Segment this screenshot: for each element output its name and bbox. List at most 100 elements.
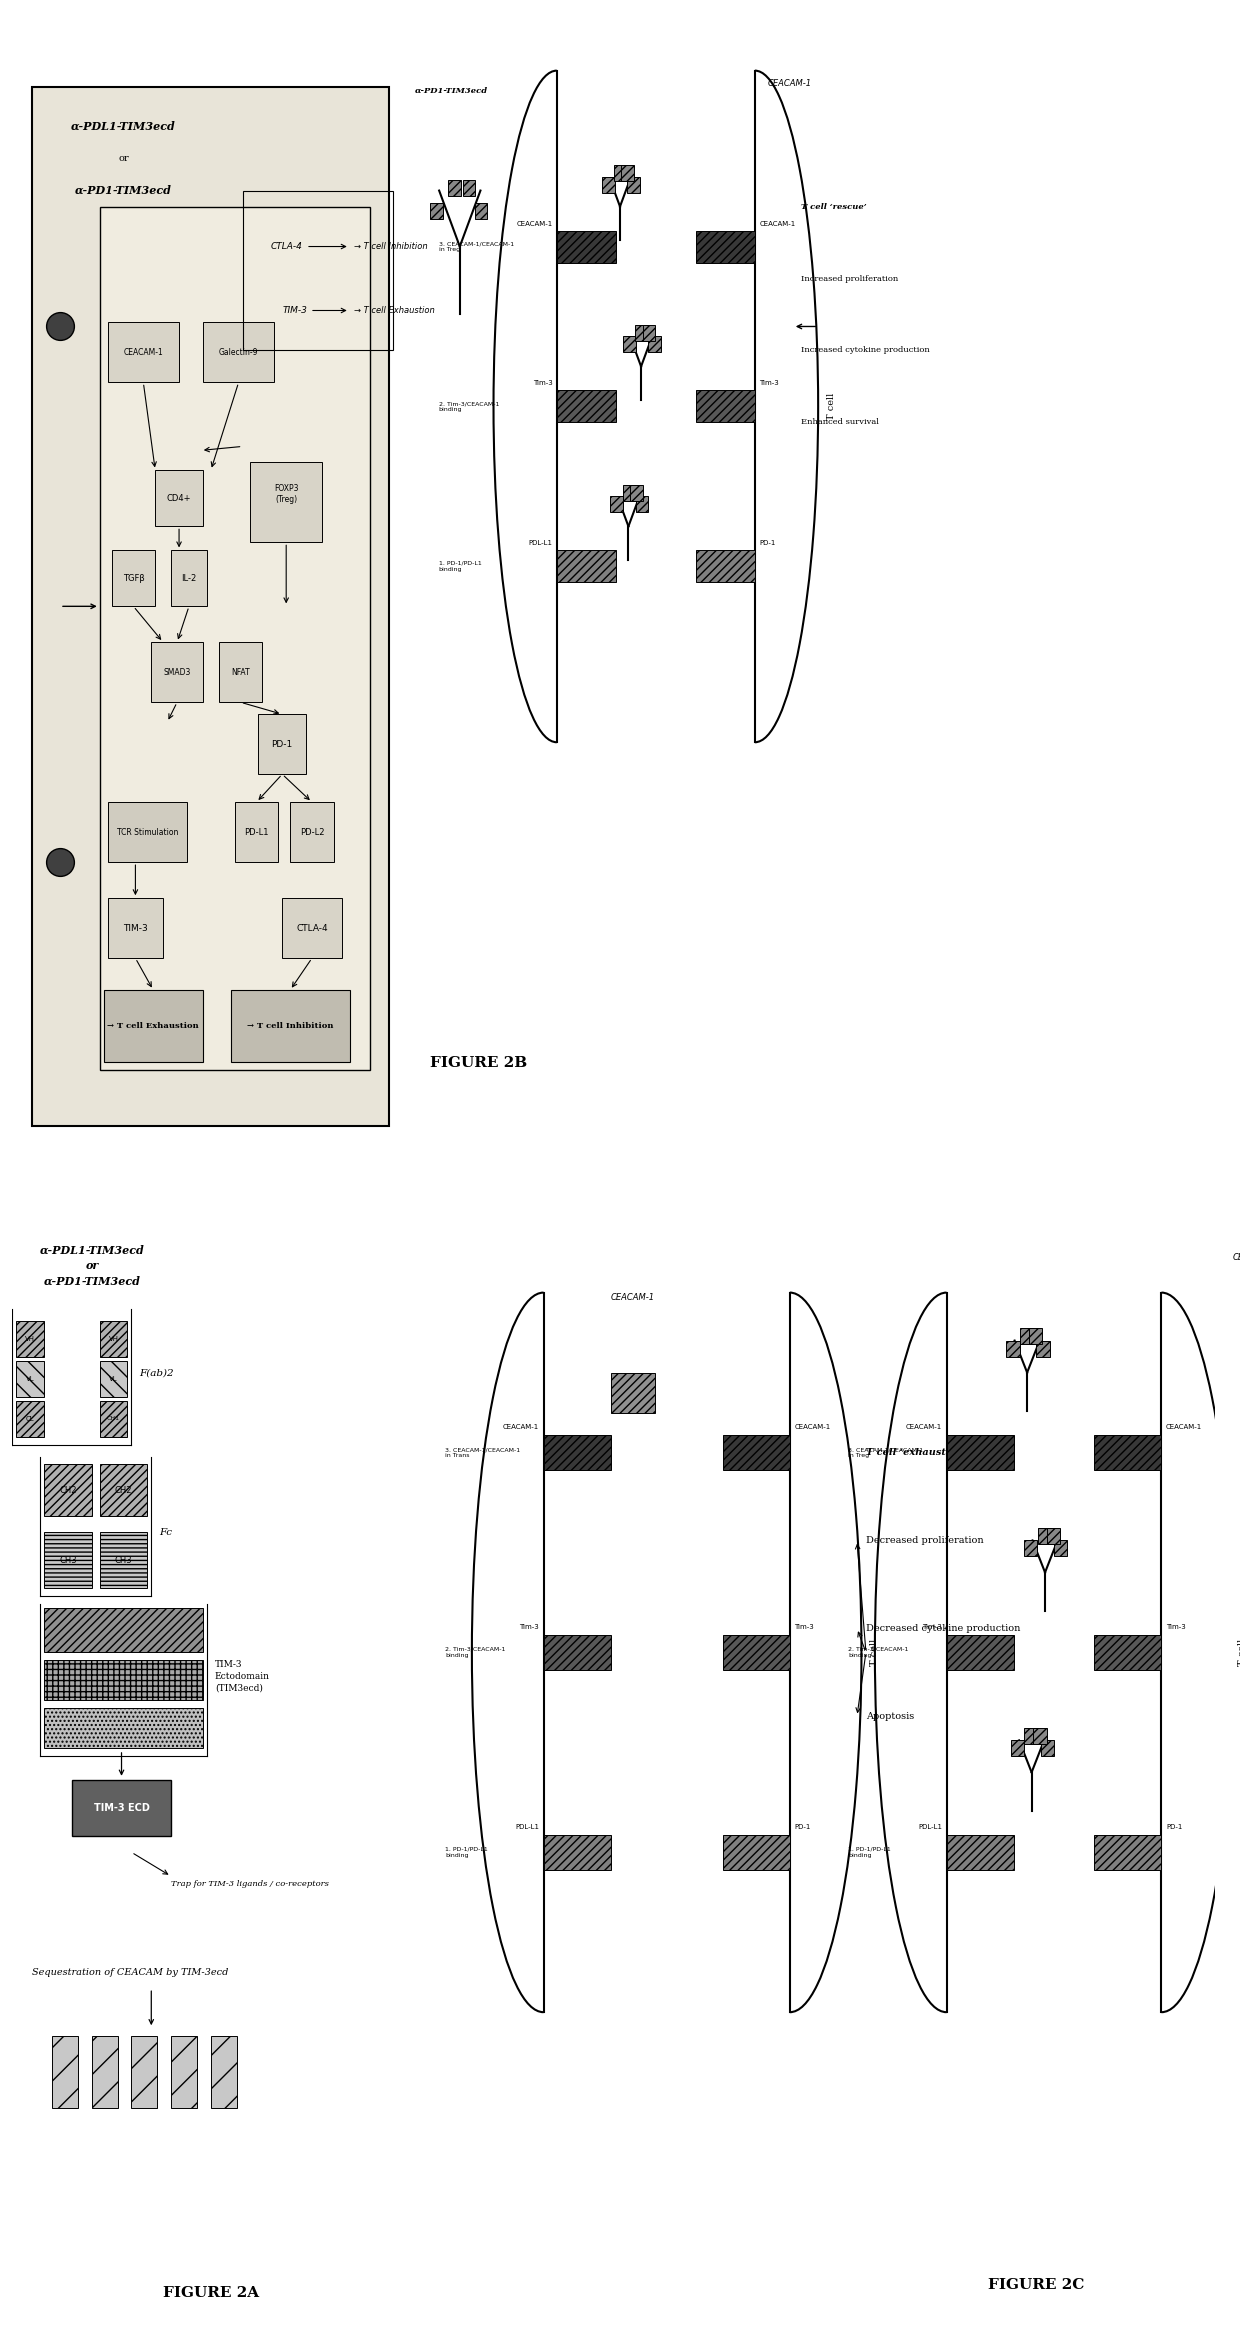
Text: PD-1: PD-1 (795, 1824, 811, 1831)
Bar (1047, 1527, 1060, 1544)
Text: CEACAM-1: CEACAM-1 (611, 1292, 655, 1301)
Bar (1021, 1327, 1033, 1343)
Text: α-PD1-TIM3ecd: α-PD1-TIM3ecd (76, 184, 172, 196)
Text: T cell ‘exhaustion’: T cell ‘exhaustion’ (866, 1448, 966, 1458)
Text: TIM-3: TIM-3 (283, 305, 308, 315)
Text: or: or (118, 154, 129, 163)
Text: VL: VL (109, 1376, 118, 1383)
Bar (258, 714, 306, 774)
Bar (99, 1464, 148, 1516)
Bar (723, 1635, 790, 1670)
Text: CEACAM-1: CEACAM-1 (1166, 1425, 1203, 1430)
Bar (1029, 1327, 1043, 1343)
Bar (723, 1835, 790, 1870)
Bar (1054, 1541, 1068, 1555)
Text: 2. Tim-3/CEACAM-1
binding: 2. Tim-3/CEACAM-1 binding (439, 401, 498, 413)
Bar (636, 497, 649, 513)
Bar (108, 802, 187, 863)
Text: Fc: Fc (159, 1527, 172, 1537)
Text: TIM-3
Ectodomain
(TIM3ecd): TIM-3 Ectodomain (TIM3ecd) (215, 1660, 270, 1693)
Bar (45, 1464, 92, 1516)
Bar (16, 1320, 45, 1357)
Bar (155, 471, 203, 527)
Text: Enhanced survival: Enhanced survival (801, 417, 879, 427)
Text: FIGURE 2C: FIGURE 2C (988, 2278, 1084, 2292)
Bar (283, 898, 342, 958)
Bar (946, 1434, 1014, 1469)
Bar (610, 497, 622, 513)
Bar (601, 177, 615, 194)
Bar (946, 1635, 1014, 1670)
Text: α-PDL1-TIM3ecd: α-PDL1-TIM3ecd (71, 121, 176, 133)
Bar (72, 1779, 171, 1835)
Bar (448, 180, 460, 196)
Bar (621, 166, 634, 182)
Bar (99, 208, 370, 1070)
Text: Tim-3: Tim-3 (520, 1623, 539, 1630)
Text: Increased proliferation: Increased proliferation (801, 275, 899, 282)
Bar (475, 203, 487, 219)
Text: CTLA-4: CTLA-4 (296, 923, 327, 933)
Text: CTLA-4: CTLA-4 (270, 243, 303, 252)
Text: T cell: T cell (827, 392, 836, 420)
Text: TIM-3 ECD: TIM-3 ECD (93, 1803, 150, 1814)
Text: CD4+: CD4+ (167, 494, 191, 504)
Text: 2. Tim-3/CEACAM-1
binding: 2. Tim-3/CEACAM-1 binding (445, 1646, 506, 1658)
Bar (696, 389, 755, 422)
Text: α-PDL1-TIM3ecd
or
α-PD1-TIM3ecd: α-PDL1-TIM3ecd or α-PD1-TIM3ecd (40, 1245, 144, 1287)
Bar (250, 462, 322, 543)
Text: Tim-3: Tim-3 (759, 380, 779, 387)
Text: CH2: CH2 (60, 1485, 77, 1495)
Text: → T cell Inhibition: → T cell Inhibition (353, 243, 428, 252)
Text: PDL-L1: PDL-L1 (528, 541, 553, 546)
Bar (104, 991, 203, 1061)
Bar (557, 231, 616, 264)
Text: CH3: CH3 (60, 1555, 77, 1565)
Bar (45, 1709, 203, 1749)
Bar (946, 1835, 1014, 1870)
Bar (611, 1374, 656, 1413)
Text: FIGURE 2B: FIGURE 2B (430, 1056, 527, 1070)
Bar (243, 191, 393, 350)
Bar (1024, 1541, 1038, 1555)
Bar (1095, 1835, 1162, 1870)
Bar (218, 641, 263, 702)
Text: CH3: CH3 (114, 1555, 133, 1565)
Text: VH: VH (109, 1336, 119, 1341)
Text: CEACAM-1: CEACAM-1 (124, 347, 164, 357)
Bar (649, 336, 661, 352)
Bar (203, 322, 274, 382)
Bar (635, 324, 647, 340)
Bar (543, 1635, 611, 1670)
Text: 2. Tim-3/CEACAM-1
binding: 2. Tim-3/CEACAM-1 binding (848, 1646, 909, 1658)
Bar (622, 336, 636, 352)
Text: PD-L2: PD-L2 (300, 828, 324, 837)
Text: Decreased proliferation: Decreased proliferation (866, 1537, 983, 1546)
Text: CEACAM-1: CEACAM-1 (905, 1425, 942, 1430)
Bar (108, 322, 179, 382)
Text: NFAT: NFAT (231, 669, 250, 676)
Bar (45, 1660, 203, 1700)
Bar (45, 1609, 203, 1653)
Text: PD-1: PD-1 (272, 739, 293, 749)
Text: PD-1: PD-1 (759, 541, 775, 546)
Bar (151, 641, 203, 702)
Bar (1095, 1434, 1162, 1469)
Bar (171, 550, 207, 606)
Text: PD-L1: PD-L1 (244, 828, 269, 837)
Bar (211, 2036, 237, 2108)
Bar (622, 485, 635, 501)
Text: Trap for TIM-3 ligands / co-receptors: Trap for TIM-3 ligands / co-receptors (171, 1880, 329, 1889)
Bar (430, 203, 443, 219)
Text: PD-1: PD-1 (1166, 1824, 1182, 1831)
Bar (696, 231, 755, 264)
Bar (16, 1402, 45, 1437)
Text: → T cell Exhaustion: → T cell Exhaustion (353, 305, 434, 315)
Text: α-PD1-TIM3ecd: α-PD1-TIM3ecd (415, 86, 487, 96)
Text: PDL-L1: PDL-L1 (515, 1824, 539, 1831)
Text: CH2: CH2 (115, 1485, 133, 1495)
Text: CEACAM-1: CEACAM-1 (1233, 1252, 1240, 1262)
Text: CEACAM-1: CEACAM-1 (759, 222, 795, 226)
Text: Apoptosis: Apoptosis (866, 1712, 914, 1721)
Text: T cell ‘rescue’: T cell ‘rescue’ (801, 203, 867, 210)
